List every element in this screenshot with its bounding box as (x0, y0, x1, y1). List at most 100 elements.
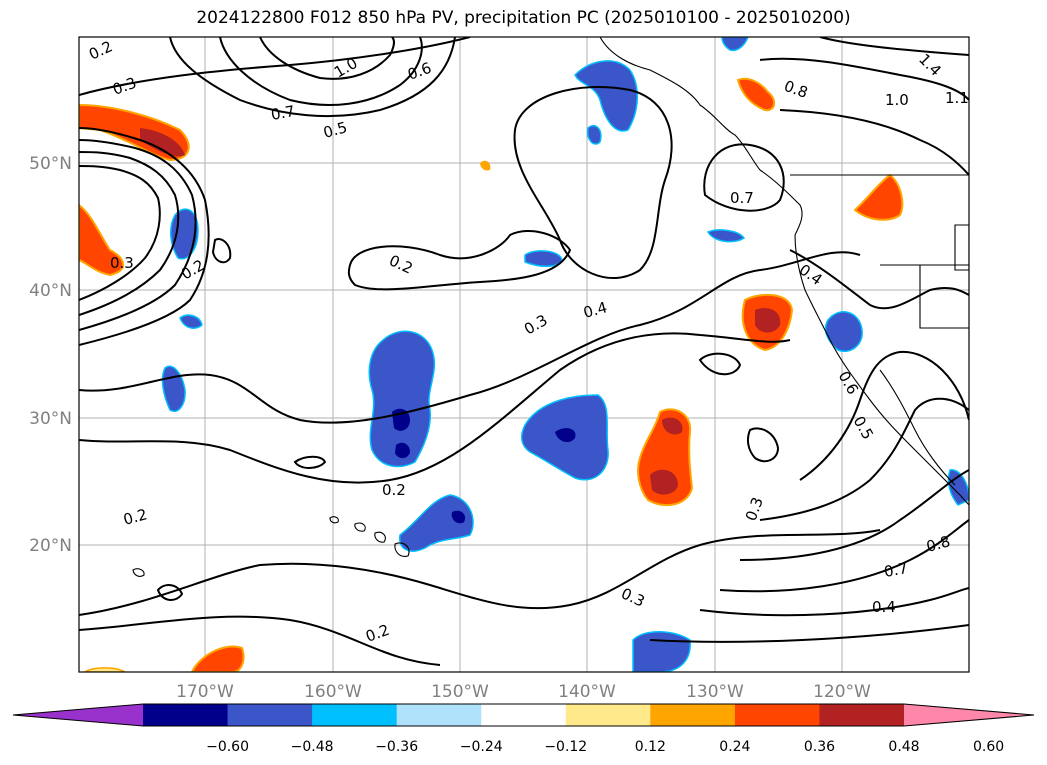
colorbar-segment (143, 704, 229, 726)
map-panel (79, 37, 969, 672)
contour-south-02 (79, 529, 881, 616)
colorbar: −0.60 −0.48 −0.36 −0.24 −0.12 0.12 0.24 0.36 0.4… (12, 703, 1035, 755)
pos-core-sub (650, 469, 678, 495)
contour-se-3 (739, 469, 969, 561)
contour-se-1 (799, 350, 969, 481)
colorbar-extend-high (904, 704, 1034, 726)
colorbar-segment (396, 704, 482, 726)
contour-label: 0.8 (924, 532, 952, 556)
pos-core-sub-2 (662, 417, 683, 435)
neg-blob-se (947, 469, 969, 506)
lat-label-20: 20°N (29, 536, 72, 556)
hawaii-3 (374, 531, 386, 543)
pos-core-ca (755, 308, 781, 333)
colorbar-segment (819, 704, 905, 726)
contour-coast-04 (789, 249, 969, 310)
colorbar-extend-low (13, 704, 143, 726)
map-title: 2024122800 F012 850 hPa PV, precipitatio… (196, 8, 851, 28)
contour-west-1 (79, 127, 210, 346)
contour-label: 0.3 (110, 254, 134, 272)
lat-label-50: 50°N (29, 154, 72, 174)
colorbar-tick-label: 0.12 (635, 739, 666, 755)
contour-small-5 (698, 352, 742, 376)
contour-west-2 (79, 139, 197, 331)
coastlines (132, 37, 969, 577)
contour-se-5 (699, 587, 969, 617)
neg-blob-small-2 (524, 250, 563, 267)
pos-core-west-top (140, 128, 185, 157)
colorbar-tick-label: −0.36 (375, 739, 418, 755)
contour-mid-03 (79, 332, 791, 484)
contour-label: 0.4 (872, 598, 896, 616)
map-content: 0.2 0.3 0.5 0.7 1.0 0.6 0.8 1.0 1.1 1.4 … (79, 37, 969, 672)
pos-blob-west-mid (79, 203, 125, 277)
colorbar-labels: −0.60 −0.48 −0.36 −0.24 −0.12 0.12 0.24 0.36 0.4… (206, 739, 1004, 755)
neg-blob-south (632, 631, 691, 672)
longitude-labels: 170°W 160°W 150°W 140°W 130°W 120°W (176, 682, 871, 702)
pos-blob-south (190, 645, 245, 672)
contour-north-4 (259, 37, 396, 80)
colorbar-tick-label: −0.24 (460, 739, 503, 755)
colorbar-tick-label: 0.36 (804, 739, 835, 755)
colorbar-segment (650, 704, 736, 726)
colorbar-segments (12, 703, 1035, 727)
pos-blob-small (480, 160, 491, 171)
neg-blob-small-3 (179, 314, 203, 329)
contour-small-4 (211, 238, 232, 264)
contour-bc-1 (703, 143, 785, 212)
colorbar-segment (312, 704, 398, 726)
contour-main-02 (79, 251, 861, 424)
contour-ne-3 (819, 37, 969, 56)
coast-us-west (794, 234, 969, 506)
lon-label-120w: 120°W (813, 682, 871, 702)
lat-label-40: 40°N (29, 281, 72, 301)
colorbar-tick-label: 0.60 (973, 739, 1004, 755)
neg-blob-small-5 (706, 229, 746, 243)
contour-se-6 (649, 624, 969, 643)
neg-core-hawaii (451, 510, 466, 524)
contour-label: 0.4 (581, 298, 609, 322)
lon-label-140w: 140°W (558, 682, 616, 702)
contour-label: 1.1 (945, 89, 969, 107)
contour-ne-1 (759, 57, 969, 101)
lon-label-150w: 150°W (431, 682, 489, 702)
contour-ne-2 (779, 109, 969, 176)
contour-north-1 (79, 37, 471, 96)
colorbar-segment (734, 704, 820, 726)
pos-blob-wa (853, 173, 904, 221)
hawaii-4 (394, 542, 410, 557)
lon-label-160w: 160°W (304, 682, 362, 702)
lon-label-170w: 170°W (176, 682, 234, 702)
contour-south-03 (79, 615, 441, 666)
colorbar-tick-label: −0.12 (544, 739, 587, 755)
contour-label: 1.0 (885, 91, 909, 109)
neg-core-mid (555, 428, 576, 443)
border-states-2 (919, 265, 969, 329)
contour-se-2 (759, 397, 969, 521)
contour-west-3 (79, 151, 180, 316)
colorbar-tick-label: −0.48 (291, 739, 334, 755)
neg-blob-top (721, 37, 749, 52)
map-frame (78, 36, 970, 673)
neg-blob-small-4 (586, 124, 602, 145)
contour-north-3 (219, 37, 423, 106)
contour-small-1 (746, 427, 780, 463)
contour-se-4 (719, 519, 969, 593)
colorbar-segment (565, 704, 651, 726)
precip-shading (79, 37, 969, 672)
lon-label-130w: 130°W (686, 682, 744, 702)
colorbar-segment (481, 704, 567, 726)
neg-core-central-2 (395, 442, 410, 459)
contour-label: 0.2 (382, 481, 406, 499)
pv-contours (79, 37, 969, 666)
neg-blob-gulf (574, 60, 638, 132)
contour-loop-02 (347, 230, 572, 291)
contour-label: 0.5 (321, 118, 349, 142)
border-states-3 (954, 224, 969, 271)
neg-blob-coast (824, 311, 863, 352)
hawaii-2 (354, 522, 366, 532)
neg-blob-central (368, 330, 436, 468)
contour-central-loop (513, 86, 673, 280)
colorbar-tick-label: −0.60 (206, 739, 249, 755)
